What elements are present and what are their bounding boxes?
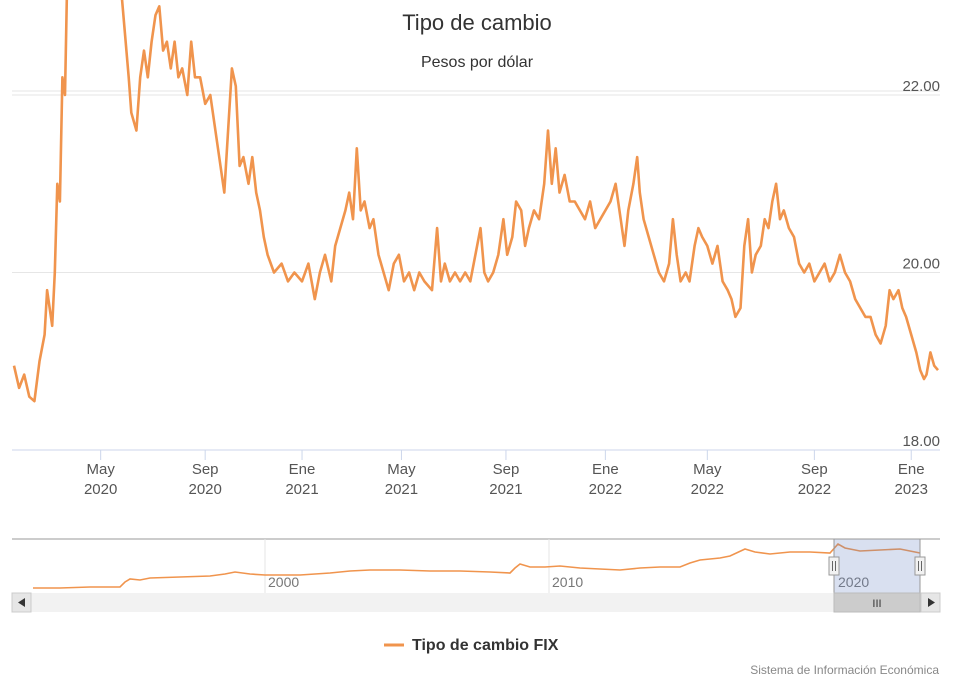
y-tick-label: 20.00 <box>902 256 940 273</box>
y-grid <box>12 94 940 273</box>
scroll-left-arrow-icon <box>18 598 25 607</box>
x-tick-label-year: 2020 <box>84 481 117 498</box>
x-tick-label-year: 2021 <box>285 481 318 498</box>
x-tick-label-month: Sep <box>801 461 828 478</box>
x-axis-ticks: May 2020 Sep 2020 Ene 2021 May 2021 Sep 2021 Ene 20… <box>84 450 928 498</box>
scrollbar-thumb[interactable] <box>833 592 921 613</box>
x-tick-label-month: May <box>86 461 115 478</box>
x-tick-label-year: 2021 <box>385 481 418 498</box>
x-tick-label-year: 2022 <box>798 481 831 498</box>
navigator-tick-2010: 2010 <box>552 574 583 590</box>
x-tick-label-month: Ene <box>592 461 619 478</box>
x-tick-label-year: 2022 <box>589 481 622 498</box>
y-tick-label: 18.00 <box>902 433 940 450</box>
scrollbar-grip-icon: III <box>872 598 881 610</box>
x-tick-label-year: 2021 <box>489 481 522 498</box>
legend[interactable]: Tipo de cambio FIX <box>384 637 559 654</box>
chart-title: Tipo de cambio <box>402 10 552 35</box>
y-tick-label: 22.00 <box>902 78 940 95</box>
navigator-tick-2020: 2020 <box>838 574 869 590</box>
x-tick-label-month: May <box>693 461 722 478</box>
x-tick-label-month: May <box>387 461 416 478</box>
x-tick-label-month: Ene <box>898 461 925 478</box>
series-line-tipo-de-cambio-fix <box>12 0 939 403</box>
credits[interactable]: Sistema de Información Económica <box>750 663 939 677</box>
navigator-tick-2000: 2000 <box>268 574 299 590</box>
scrollbar[interactable]: III <box>11 592 941 613</box>
navigator-series-line <box>33 542 921 589</box>
x-tick-label-month: Sep <box>493 461 520 478</box>
navigator-background <box>12 539 940 593</box>
scroll-right-arrow-icon <box>928 598 935 607</box>
x-tick-label-month: Ene <box>289 461 316 478</box>
scrollbar-track[interactable] <box>12 593 940 612</box>
navigator[interactable]: 2000 2010 2020 <box>12 538 940 594</box>
chart-subtitle: Pesos por dólar <box>421 54 534 71</box>
navigator-handle-right[interactable] <box>914 556 926 576</box>
x-tick-label-year: 2020 <box>188 481 221 498</box>
x-tick-label-month: Sep <box>192 461 219 478</box>
x-tick-label-year: 2022 <box>691 481 724 498</box>
legend-item-tipo-de-cambio-fix[interactable]: Tipo de cambio FIX <box>412 637 559 654</box>
navigator-mask <box>833 538 921 594</box>
x-tick-label-year: 2023 <box>895 481 928 498</box>
navigator-handle-left[interactable] <box>828 556 840 576</box>
